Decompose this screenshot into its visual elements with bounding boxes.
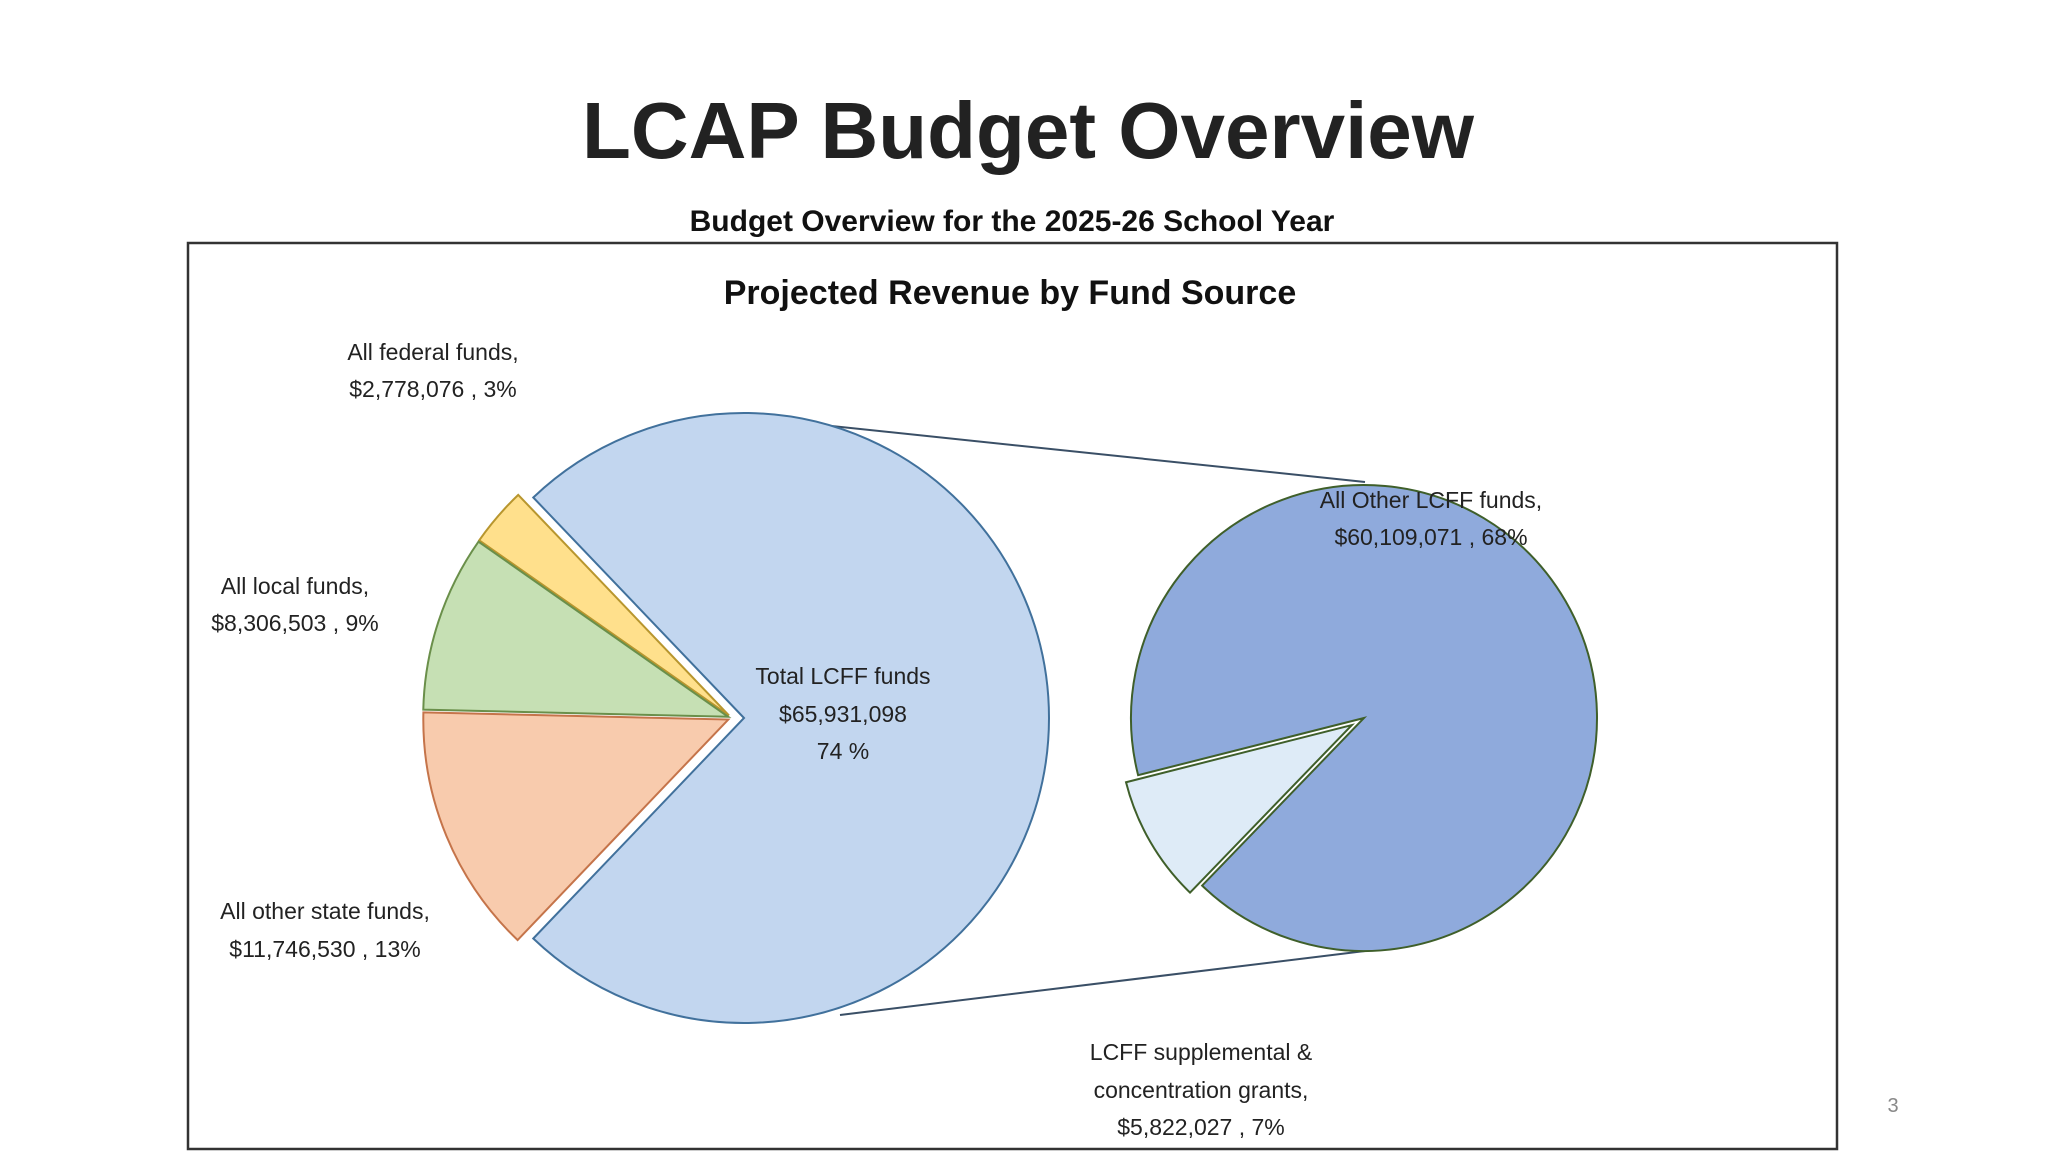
slice-local (422, 540, 732, 718)
label-line: 74 % (817, 738, 869, 764)
label-line: LCFF supplemental & (1090, 1039, 1312, 1065)
connector-line (802, 422, 1366, 483)
label-line: $11,746,530 , 13% (229, 936, 420, 962)
slice-total-lcff (531, 412, 1051, 1024)
secondary-pie (1124, 484, 1598, 953)
label-line: $5,822,027 , 7% (1117, 1114, 1285, 1140)
label-line: $65,931,098 (779, 701, 907, 727)
label-line: Total LCFF funds (755, 663, 930, 689)
main-pie (422, 412, 1051, 1024)
chart-title: Projected Revenue by Fund Source (724, 274, 1296, 312)
label-line: $8,306,503 , 9% (211, 610, 379, 636)
slide-subtitle: Budget Overview for the 2025-26 School Y… (690, 205, 1335, 238)
connector-line (839, 950, 1366, 1016)
label-total-lcff: Total LCFF funds $65,931,098 74 % (755, 663, 930, 764)
label-federal: All federal funds, $2,778,076 , 3% (347, 339, 518, 402)
label-other-lcff: All Other LCFF funds, $60,109,071 , 68% (1320, 487, 1542, 550)
label-local: All local funds, $8,306,503 , 9% (211, 573, 379, 636)
slice-supplemental-concentration (1124, 723, 1356, 895)
label-supplemental: LCFF supplemental & concentration grants… (1090, 1039, 1312, 1140)
slide-title: LCAP Budget Overview (582, 86, 1475, 175)
label-line: All other state funds, (220, 898, 430, 924)
label-line: All federal funds, (347, 339, 518, 365)
label-line: All local funds, (221, 573, 369, 599)
label-other-state: All other state funds, $11,746,530 , 13% (220, 898, 430, 962)
label-line: $60,109,071 , 68% (1334, 524, 1527, 550)
label-line: All Other LCFF funds, (1320, 487, 1542, 513)
label-line: concentration grants, (1094, 1077, 1309, 1103)
slice-other-lcff (1130, 484, 1598, 953)
page-number: 3 (1887, 1095, 1898, 1117)
slice-federal (477, 493, 730, 717)
slice-other-state (422, 711, 731, 942)
label-line: $2,778,076 , 3% (349, 376, 517, 402)
